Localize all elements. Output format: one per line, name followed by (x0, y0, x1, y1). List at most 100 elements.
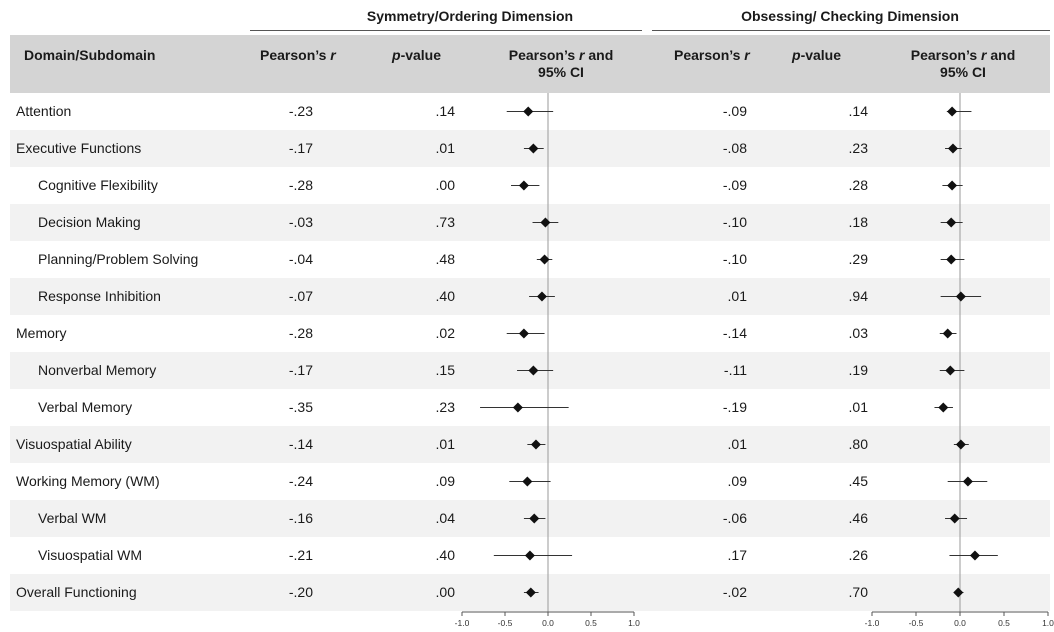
pearson-r-symmetry: -.16 (288, 510, 313, 526)
table-row: Working Memory (WM) -.24 .09 .09 .45 (10, 463, 1050, 500)
point-estimate-diamond (524, 550, 535, 561)
p-value-symmetry: .00 (435, 584, 455, 600)
point-estimate-diamond (947, 106, 958, 117)
p-value-obsessing: .03 (848, 325, 868, 341)
point-estimate-diamond (536, 291, 547, 302)
point-estimate-diamond (528, 365, 539, 376)
pearson-r-symmetry: -.17 (288, 140, 313, 156)
row-label: Cognitive Flexibility (38, 177, 158, 193)
point-estimate-diamond (946, 217, 957, 228)
x-tick-label: 0.0 (954, 618, 966, 628)
p-value-symmetry: .04 (435, 510, 455, 526)
point-estimate-diamond (953, 587, 964, 598)
p-value-symmetry: .09 (435, 473, 455, 489)
p-value-obsessing: .46 (848, 510, 868, 526)
pearson-r-obsessing: .17 (727, 547, 747, 563)
row-label: Attention (16, 103, 72, 119)
group-title-obsessing: Obsessing/ Checking Dimension (741, 8, 959, 24)
pearson-r-symmetry: -.03 (288, 214, 313, 230)
point-estimate-diamond (947, 143, 958, 154)
row-label: Memory (16, 325, 67, 341)
p-value-obsessing: .18 (848, 214, 868, 230)
header-p-value-2: p-value (792, 47, 842, 63)
point-estimate-diamond (947, 180, 958, 191)
point-estimate-diamond (942, 328, 953, 339)
table-row: Cognitive Flexibility -.28 .00 -.09 .28 (10, 167, 1050, 204)
table-header: Domain/Subdomain Pearson’s r p-value Pea… (10, 35, 1050, 93)
point-estimate-diamond (518, 180, 529, 191)
table-row: Planning/Problem Solving -.04 .48 -.10 .29 (10, 241, 1050, 278)
p-value-symmetry: .02 (435, 325, 455, 341)
point-estimate-diamond (938, 402, 949, 413)
x-tick-label: 1.0 (1042, 618, 1054, 628)
pearson-r-symmetry: -.24 (288, 473, 313, 489)
point-estimate-diamond (529, 513, 540, 524)
pearson-r-obsessing: .01 (727, 436, 747, 452)
p-value-obsessing: .29 (848, 251, 868, 267)
pearson-r-obsessing: -.06 (722, 510, 747, 526)
x-tick-label: -0.5 (909, 618, 924, 628)
row-label: Verbal Memory (38, 399, 133, 415)
x-tick-label: 0.5 (585, 618, 597, 628)
pearson-r-obsessing: -.14 (722, 325, 747, 341)
point-estimate-diamond (522, 476, 533, 487)
header-pearson-r-1: Pearson’s r (260, 47, 336, 63)
p-value-obsessing: .80 (848, 436, 868, 452)
pearson-r-obsessing: -.11 (723, 362, 747, 378)
point-estimate-diamond (539, 254, 550, 265)
pearson-r-symmetry: -.21 (288, 547, 313, 563)
p-value-obsessing: .70 (848, 584, 868, 600)
pearson-r-obsessing: -.10 (722, 214, 747, 230)
point-estimate-diamond (530, 439, 541, 450)
point-estimate-diamond (528, 143, 539, 154)
p-value-symmetry: .00 (435, 177, 455, 193)
row-label: Planning/Problem Solving (38, 251, 199, 267)
x-tick-label: 1.0 (628, 618, 640, 628)
row-label: Nonverbal Memory (38, 362, 157, 378)
point-estimate-diamond (949, 513, 960, 524)
p-value-obsessing: .23 (848, 140, 868, 156)
point-estimate-diamond (518, 328, 529, 339)
row-label: Response Inhibition (38, 288, 161, 304)
row-label: Visuospatial WM (38, 547, 143, 563)
pearson-r-symmetry: -.28 (288, 325, 313, 341)
pearson-r-obsessing: -.02 (722, 584, 747, 600)
point-estimate-diamond (512, 402, 523, 413)
x-tick-label: -1.0 (865, 618, 880, 628)
p-value-obsessing: .94 (848, 288, 868, 304)
row-label: Overall Functioning (16, 584, 137, 600)
point-estimate-diamond (969, 550, 980, 561)
pearson-r-obsessing: -.09 (722, 177, 747, 193)
header-ci-2: Pearson’s r and 95% CI (910, 47, 1016, 80)
point-estimate-diamond (540, 217, 551, 228)
header-p-value-1: p-value (392, 47, 442, 63)
pearson-r-obsessing: -.19 (722, 399, 747, 415)
pearson-r-symmetry: -.20 (288, 584, 313, 600)
row-label: Verbal WM (38, 510, 107, 526)
pearson-r-symmetry: -.17 (288, 362, 313, 378)
p-value-obsessing: .45 (848, 473, 868, 489)
group-rule-symmetry (250, 30, 642, 31)
row-label: Executive Functions (16, 140, 142, 156)
p-value-obsessing: .01 (848, 399, 868, 415)
table-row: Verbal WM -.16 .04 -.06 .46 (10, 500, 1050, 537)
pearson-r-symmetry: -.04 (288, 251, 313, 267)
pearson-r-symmetry: -.23 (288, 103, 313, 119)
p-value-symmetry: .48 (435, 251, 455, 267)
table-row: Decision Making -.03 .73 -.10 .18 (10, 204, 1050, 241)
p-value-obsessing: .14 (848, 103, 868, 119)
p-value-obsessing: .19 (848, 362, 868, 378)
p-value-symmetry: .14 (435, 103, 455, 119)
p-value-symmetry: .23 (435, 399, 455, 415)
table-row: Memory -.28 .02 -.14 .03 (10, 315, 1050, 352)
table-row: Visuospatial WM -.21 .40 .17 .26 (10, 537, 1050, 574)
p-value-symmetry: .15 (435, 362, 455, 378)
p-value-obsessing: .28 (848, 177, 868, 193)
pearson-r-symmetry: -.35 (288, 399, 313, 415)
header-pearson-r-2: Pearson’s r (674, 47, 750, 63)
p-value-symmetry: .73 (435, 214, 455, 230)
table-row: Verbal Memory -.35 .23 -.19 .01 (10, 389, 1050, 426)
point-estimate-diamond (523, 106, 534, 117)
pearson-r-symmetry: -.14 (288, 436, 313, 452)
